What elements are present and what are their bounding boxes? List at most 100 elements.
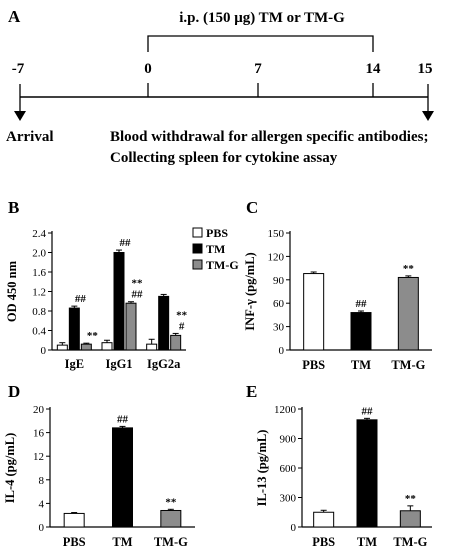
chart-b-ytick-label: 0.4 [32, 326, 46, 338]
chart-c-significance-mark: ## [356, 298, 368, 310]
chart-b-bar-pbs [146, 343, 158, 351]
chart-d-ytick-label: 12 [33, 451, 44, 463]
panel-letter-d: D [8, 382, 20, 401]
chart-b-bar-tm-g [125, 302, 137, 351]
sampling-note-line1: Blood withdrawal for allergen specific a… [110, 129, 428, 145]
chart-e-significance-mark: ** [405, 493, 417, 505]
chart-c-ytick-label: 120 [268, 251, 285, 263]
chart-b-legend-swatch-pbs [192, 227, 203, 238]
chart-b-bar-tm [158, 295, 170, 351]
chart-b-ytick-label: 0 [41, 345, 47, 357]
chart-b-ytick-label: 0.8 [32, 306, 46, 318]
chart-e-bar-tm [356, 419, 378, 528]
chart-b-category-label: IgG2a [147, 357, 181, 371]
chart-c-bar-tm [350, 312, 372, 351]
arrival-arrow-head [14, 111, 26, 121]
chart-b-antibodies: 0 0.4 0.8 1.2 1.6 2.0 2.4 OD 450 nm IgE IgG1 IgG2a… [5, 226, 239, 371]
chart-c-ytick-label: 90 [273, 275, 285, 287]
chart-b-significance-mark: ** [87, 330, 99, 342]
chart-e-category-label: PBS [312, 535, 335, 549]
chart-b-ytick-label: 2.0 [32, 248, 46, 260]
chart-b-significance-mark: # [179, 320, 185, 332]
chart-c-inf-gamma: 0 30 60 90 120 150 INF-γ (pg/mL) PBS TM TM-G ## ** [243, 228, 432, 372]
panel-letter-c: C [246, 198, 258, 217]
chart-e-ytick-label: 900 [280, 434, 297, 446]
panel-letter-b: B [8, 198, 19, 217]
chart-d-category-label: TM [112, 535, 132, 549]
day-label-15: 15 [418, 61, 433, 77]
chart-d-y-axis-label: IL-4 (pg/mL) [3, 433, 17, 504]
chart-b-bar-pbs [101, 342, 113, 351]
chart-d-significance-mark: ** [165, 496, 177, 508]
chart-b-y-axis-label: OD 450 nm [5, 260, 19, 322]
chart-e-bar-tm-g [399, 510, 421, 528]
chart-d-ytick-label: 0 [39, 522, 45, 534]
chart-e-il13: 0 300 600 900 1200 IL-13 (pg/mL) PBS TM TM-G ## ** [255, 404, 432, 549]
chart-b-legend-label: TM [206, 242, 225, 256]
sampling-note-line2: Collecting spleen for cytokine assay [110, 150, 338, 166]
chart-b-ytick-label: 2.4 [32, 228, 46, 240]
chart-c-ytick-label: 150 [268, 228, 285, 240]
chart-b-legend-swatch-tm [192, 243, 203, 254]
chart-c-bar-tm-g [397, 276, 419, 351]
chart-d-ytick-label: 20 [33, 404, 45, 416]
treatment-bracket [147, 35, 374, 52]
chart-c-bar-pbs [303, 273, 325, 351]
chart-e-significance-mark: ## [362, 405, 374, 417]
chart-b-legend-label: PBS [206, 226, 228, 240]
chart-c-significance-mark: ** [403, 263, 415, 275]
chart-b-significance-mark: ## [132, 289, 144, 301]
chart-c-category-label: PBS [302, 358, 325, 372]
chart-b-category-label: IgG1 [105, 357, 132, 371]
day-label-7: 7 [254, 61, 262, 77]
chart-b-bar-tm [68, 307, 80, 351]
chart-d-bar-tm-g [160, 509, 182, 528]
chart-c-y-axis-label: INF-γ (pg/mL) [243, 252, 257, 330]
chart-c-ytick-label: 0 [279, 345, 285, 357]
panel-letter-e: E [246, 382, 257, 401]
day-label-0: 0 [144, 61, 152, 77]
chart-b-bar-tm [113, 252, 125, 351]
chart-b-significance-mark: ** [176, 309, 188, 321]
timeline-header: i.p. (150 μg) TM or TM-G [179, 10, 345, 26]
chart-b-significance-mark: ## [75, 293, 87, 305]
panel-letter-a: A [8, 7, 21, 26]
chart-e-ytick-label: 0 [291, 522, 297, 534]
chart-d-ytick-label: 4 [39, 498, 45, 510]
chart-d-significance-mark: ## [117, 413, 129, 425]
chart-d-ytick-label: 16 [33, 428, 45, 440]
chart-b-significance-mark: ** [132, 278, 144, 290]
chart-d-il4: 0 4 8 12 16 20 IL-4 (pg/mL) PBS TM TM-G ## ** [3, 404, 195, 549]
chart-e-category-label: TM-G [393, 535, 427, 549]
chart-e-ytick-label: 1200 [274, 404, 297, 416]
chart-b-bar-tm-g [80, 343, 92, 351]
day-label-14: 14 [366, 61, 382, 77]
chart-d-ytick-label: 8 [39, 475, 45, 487]
chart-c-category-label: TM-G [391, 358, 425, 372]
chart-b-ytick-label: 1.2 [32, 287, 46, 299]
day-label-minus7: -7 [12, 61, 25, 77]
chart-c-category-label: TM [351, 358, 371, 372]
chart-d-bar-pbs [63, 512, 85, 528]
chart-d-category-label: PBS [63, 535, 86, 549]
chart-d-category-label: TM-G [154, 535, 188, 549]
chart-d-bar-tm [112, 427, 133, 528]
chart-e-bar-pbs [313, 511, 335, 528]
chart-b-bar-tm-g [170, 334, 182, 351]
chart-b-legend-label: TM-G [206, 258, 239, 272]
chart-c-ytick-label: 60 [273, 298, 285, 310]
chart-e-category-label: TM [357, 535, 377, 549]
timeline-panel: A i.p. (150 μg) TM or TM-G -7 0 7 14 15 … [6, 7, 434, 166]
chart-b-bar-pbs [56, 344, 68, 351]
chart-b-legend-swatch-tm-g [192, 259, 203, 270]
arrival-label: Arrival [6, 129, 53, 145]
chart-b-category-label: IgE [65, 357, 84, 371]
chart-b-significance-mark: ## [120, 237, 132, 249]
chart-e-ytick-label: 300 [280, 493, 297, 505]
chart-b-ytick-label: 1.6 [32, 267, 46, 279]
chart-c-ytick-label: 30 [273, 322, 285, 334]
chart-e-ytick-label: 600 [280, 463, 297, 475]
sampling-arrow-head [422, 111, 434, 121]
chart-e-y-axis-label: IL-13 (pg/mL) [255, 430, 269, 507]
